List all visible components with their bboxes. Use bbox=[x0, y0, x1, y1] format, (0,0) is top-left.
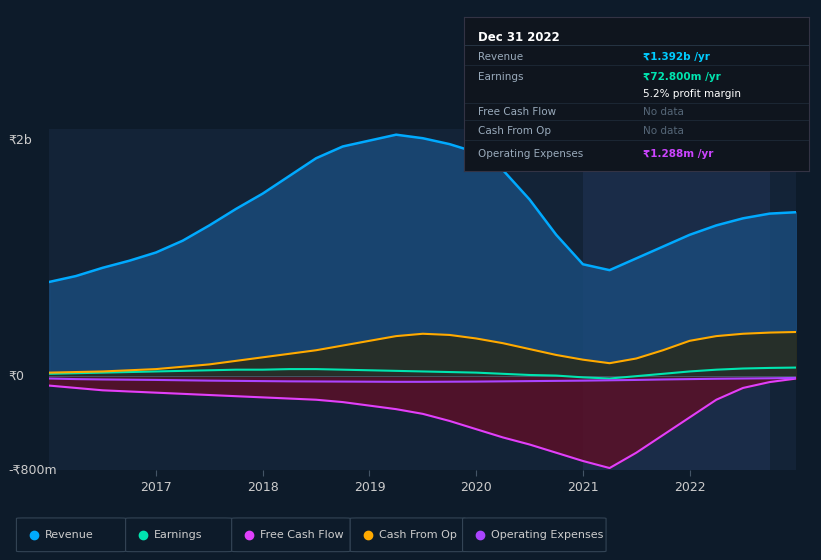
FancyBboxPatch shape bbox=[351, 518, 466, 552]
Text: ₹0: ₹0 bbox=[8, 370, 24, 382]
Bar bbox=[583, 129, 770, 470]
Text: ₹1.288m /yr: ₹1.288m /yr bbox=[643, 149, 713, 159]
FancyBboxPatch shape bbox=[232, 518, 351, 552]
Text: Dec 31 2022: Dec 31 2022 bbox=[478, 31, 559, 44]
FancyBboxPatch shape bbox=[16, 518, 126, 552]
Text: Free Cash Flow: Free Cash Flow bbox=[478, 108, 556, 117]
FancyBboxPatch shape bbox=[462, 518, 606, 552]
Text: ₹72.800m /yr: ₹72.800m /yr bbox=[643, 72, 721, 82]
Text: Earnings: Earnings bbox=[478, 72, 523, 82]
Text: ₹1.392b /yr: ₹1.392b /yr bbox=[643, 52, 710, 62]
Text: -₹800m: -₹800m bbox=[8, 464, 57, 477]
Text: No data: No data bbox=[643, 108, 684, 117]
Text: Revenue: Revenue bbox=[45, 530, 94, 540]
Text: Cash From Op: Cash From Op bbox=[379, 530, 456, 540]
Text: ₹2b: ₹2b bbox=[8, 134, 32, 147]
Text: Earnings: Earnings bbox=[154, 530, 203, 540]
Text: Operating Expenses: Operating Expenses bbox=[491, 530, 603, 540]
FancyBboxPatch shape bbox=[126, 518, 232, 552]
Text: Cash From Op: Cash From Op bbox=[478, 126, 551, 136]
Text: Free Cash Flow: Free Cash Flow bbox=[260, 530, 344, 540]
Text: Operating Expenses: Operating Expenses bbox=[478, 149, 583, 159]
Text: 5.2% profit margin: 5.2% profit margin bbox=[643, 89, 741, 99]
Text: No data: No data bbox=[643, 126, 684, 136]
Text: Revenue: Revenue bbox=[478, 52, 523, 62]
